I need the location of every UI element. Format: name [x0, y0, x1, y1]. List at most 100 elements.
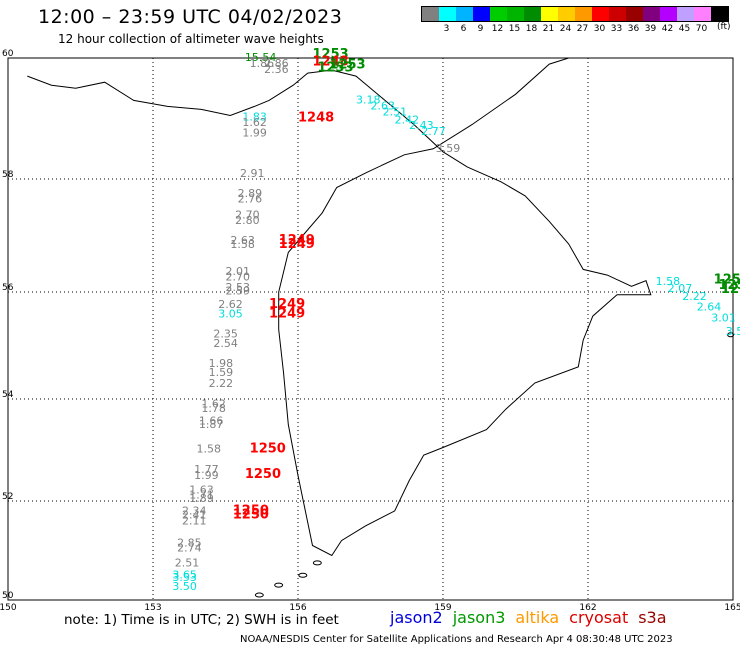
color-scale-swatch [558, 7, 575, 21]
observation-time: 1255 [721, 282, 740, 297]
observation-swh: 3.59 [436, 142, 461, 155]
observation-swh: 3.65 [172, 569, 197, 582]
island [274, 582, 284, 588]
observation-swh: 3.18 [356, 93, 381, 106]
color-scale-label: 70 [695, 24, 708, 34]
observation-time: 1249 [279, 233, 315, 248]
observation-swh: 1.86 [250, 57, 275, 70]
observation-swh: 1.71 [189, 488, 214, 501]
observation-swh: 2.64 [697, 301, 722, 314]
color-scale-label: 24 [559, 24, 572, 34]
x-tick-label: 156 [289, 603, 306, 613]
satellite-label-s3a: s3a [638, 608, 667, 627]
color-scale-swatch [507, 7, 524, 21]
color-scale-legend: 3 6 9 12 15 18 21 24 27 30 33 36 39 42 45 70 (ft) [421, 6, 731, 36]
color-scale-label: 12 [491, 24, 504, 34]
observation-time: 1250 [250, 442, 286, 457]
observation-swh: 1.99 [194, 469, 219, 482]
observation-swh: 2.34 [182, 504, 207, 517]
color-scale-label: 30 [593, 24, 606, 34]
observation-swh: 1.59 [209, 366, 234, 379]
observation-swh: 2.91 [240, 167, 265, 180]
observation-swh: 2.43 [409, 119, 434, 132]
color-scale-labels: 3 6 9 12 15 18 21 24 27 30 33 36 39 42 45 70 [421, 24, 727, 36]
observation-swh: 2.54 [213, 337, 238, 350]
color-scale-swatch [490, 7, 507, 21]
observation-swh: 2.70 [226, 271, 251, 284]
observation-time: 1253 [313, 47, 349, 62]
observation-time: 1249 [279, 237, 315, 252]
island [727, 332, 735, 338]
observation-swh: 2.36 [264, 63, 289, 76]
observation-time: 1249 [269, 297, 305, 312]
observation-time: 1250 [245, 467, 281, 482]
color-scale-label: 27 [576, 24, 589, 34]
color-scale-label: 42 [661, 24, 674, 34]
y-tick-label: 56 [2, 283, 14, 293]
color-scale-swatch [626, 7, 643, 21]
observation-swh: 2.85 [177, 537, 202, 550]
observation-swh: 2.42 [395, 113, 420, 126]
satellite-label-cryosat: cryosat [569, 608, 629, 627]
color-scale-label: 3 [443, 24, 450, 34]
color-scale-swatch [643, 7, 660, 21]
observation-swh: 1.99 [242, 127, 267, 140]
x-tick-label: 153 [144, 603, 161, 613]
page-subtitle: 12 hour collection of altimeter wave hei… [58, 32, 324, 46]
x-tick-label: 159 [434, 603, 451, 613]
observation-swh: 2.51 [383, 105, 408, 118]
observation-time: 1248 [313, 54, 349, 69]
observation-swh: 3.55 [726, 325, 740, 338]
observation-swh: 2.63 [230, 234, 255, 247]
x-tick-label: 150 [0, 603, 17, 613]
observation-swh: 1.58 [197, 443, 222, 456]
color-scale-label: 36 [627, 24, 640, 34]
island [312, 560, 322, 566]
observation-swh: 2.41 [182, 508, 207, 521]
color-scale-swatch [422, 7, 439, 21]
x-tick-label: 162 [579, 603, 596, 613]
satellite-label-jason2: jason2 [390, 608, 443, 627]
color-scale-label: 33 [610, 24, 623, 34]
observation-swh: 1.58 [656, 275, 681, 288]
color-scale-swatch [439, 7, 456, 21]
observation-swh: 2.86 [264, 57, 289, 70]
observation-swh: 1.78 [201, 402, 226, 415]
observation-swh: 1.58 [230, 238, 255, 251]
y-tick-label: 54 [2, 390, 14, 400]
observation-time: 1250 [233, 503, 269, 518]
observation-time: 1248 [298, 111, 334, 126]
observation-swh: 2.80 [235, 214, 260, 227]
observation-swh: 1.63 [189, 483, 214, 496]
observation-swh: 2.01 [226, 265, 251, 278]
observation-swh: 3.50 [172, 580, 197, 593]
observation-swh: 1.62 [201, 398, 226, 411]
color-scale-swatch [694, 7, 711, 21]
color-scale-label: 39 [644, 24, 657, 34]
observation-time: 1249 [269, 307, 305, 322]
observation-swh: 2.22 [682, 290, 707, 303]
observation-time: 1253 [329, 57, 365, 72]
color-scale-bar [421, 6, 729, 22]
observation-swh: 2.62 [218, 298, 243, 311]
color-scale-unit: (ft) [717, 22, 731, 32]
y-tick-label: 52 [2, 492, 13, 502]
observation-swh: 1.77 [194, 463, 219, 476]
color-scale-label: 21 [542, 24, 555, 34]
observation-swh: 3.05 [218, 308, 243, 321]
color-scale-swatch [711, 7, 728, 21]
page-title: 12:00 – 23:59 UTC 04/02/2023 [38, 6, 343, 28]
observation-swh: 1.83 [242, 110, 267, 123]
island [254, 592, 264, 598]
observation-swh: 2.76 [238, 193, 262, 206]
observation-swh: 1.62 [242, 116, 267, 129]
observation-swh: 2.70 [235, 209, 260, 222]
satellite-label-jason3: jason3 [452, 608, 506, 627]
y-tick-label: 50 [2, 591, 14, 601]
color-scale-swatch [524, 7, 541, 21]
observation-swh: 2.77 [421, 125, 446, 138]
observation-swh: 2.11 [182, 514, 207, 527]
observation-time: 1253 [317, 60, 353, 75]
observation-time: 1250 [233, 507, 269, 522]
